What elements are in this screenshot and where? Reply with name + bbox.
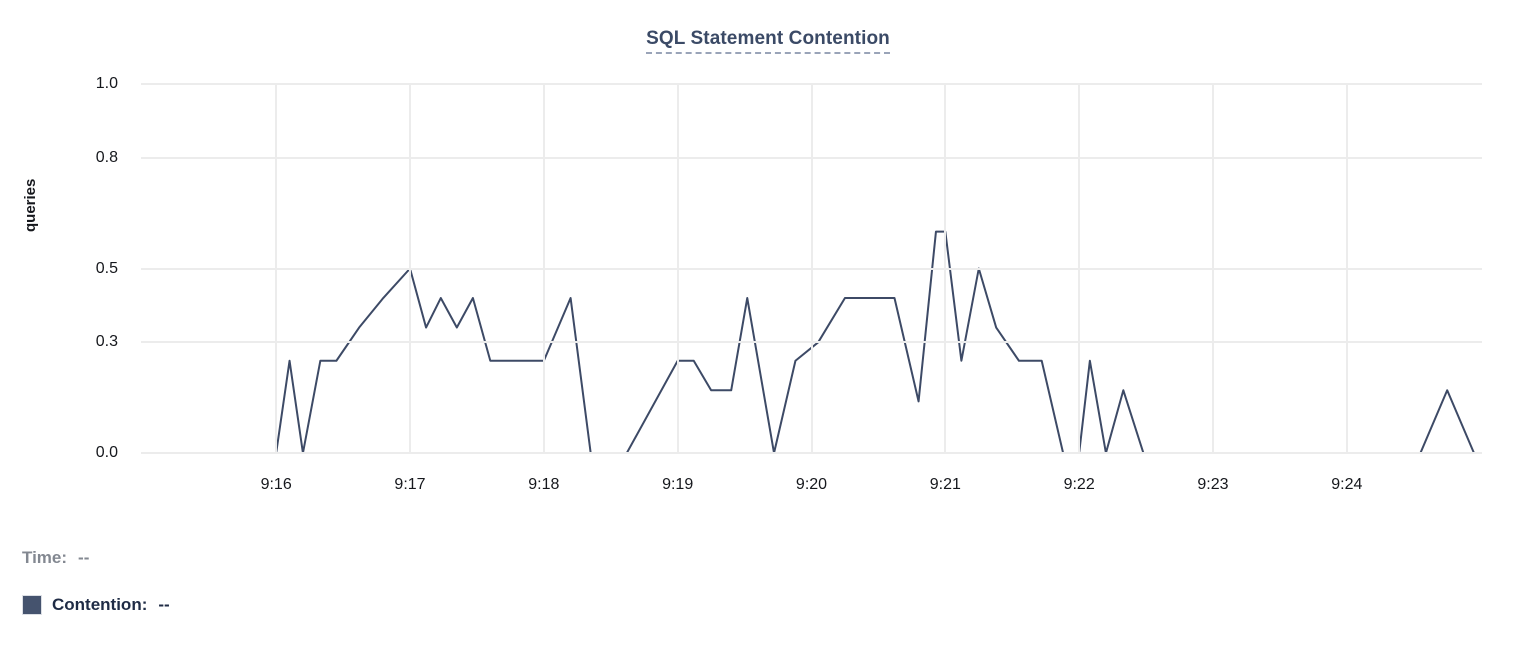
time-label: Time: xyxy=(22,548,68,567)
chart-title: SQL Statement Contention xyxy=(0,26,1536,54)
gridline-vertical xyxy=(542,84,545,453)
y-tick-label: 0.3 xyxy=(95,333,118,351)
series-line-contention xyxy=(141,230,1475,453)
x-tick-label: 9:23 xyxy=(1197,476,1229,493)
y-axis-label: queries xyxy=(22,178,39,232)
gridline-vertical xyxy=(1345,84,1348,453)
y-tick-label: 0.8 xyxy=(95,148,118,166)
gridline-vertical xyxy=(1078,84,1081,453)
legend-swatch-icon xyxy=(22,595,42,615)
footer-time-row: Time: -- xyxy=(22,543,922,573)
x-tick-label: 9:17 xyxy=(394,476,426,493)
gridline-vertical xyxy=(676,84,679,453)
line-series-svg xyxy=(141,230,1475,453)
y-tick-label: 1.0 xyxy=(95,75,118,92)
y-tick-label: 0.5 xyxy=(95,259,118,277)
x-tick-label: 9:20 xyxy=(795,476,828,493)
legend-item-contention[interactable]: Contention: -- xyxy=(22,590,922,620)
chart-footer: Time: -- Contention: -- xyxy=(22,543,922,620)
plot-area xyxy=(141,83,1482,454)
gridline-horizontal xyxy=(141,452,1482,454)
x-tick-label: 9:22 xyxy=(1063,476,1095,493)
x-tick-label: 9:24 xyxy=(1331,476,1363,493)
time-value: -- xyxy=(78,548,90,567)
x-tick-label: 9:19 xyxy=(662,476,694,493)
gridline-vertical xyxy=(810,84,813,453)
x-tick-label: 9:16 xyxy=(260,476,292,493)
gridline-vertical xyxy=(409,84,411,453)
x-tick-label: 9:21 xyxy=(929,476,961,493)
y-tick-label: 0.0 xyxy=(95,444,118,461)
chart-title-text: SQL Statement Contention xyxy=(646,28,890,54)
gridline-vertical xyxy=(275,84,278,453)
gridline-vertical xyxy=(944,84,947,453)
contention-label: Contention: xyxy=(52,595,148,614)
x-tick-label: 9:18 xyxy=(528,476,560,493)
contention-value: -- xyxy=(158,595,170,614)
gridline-vertical xyxy=(1211,84,1214,453)
